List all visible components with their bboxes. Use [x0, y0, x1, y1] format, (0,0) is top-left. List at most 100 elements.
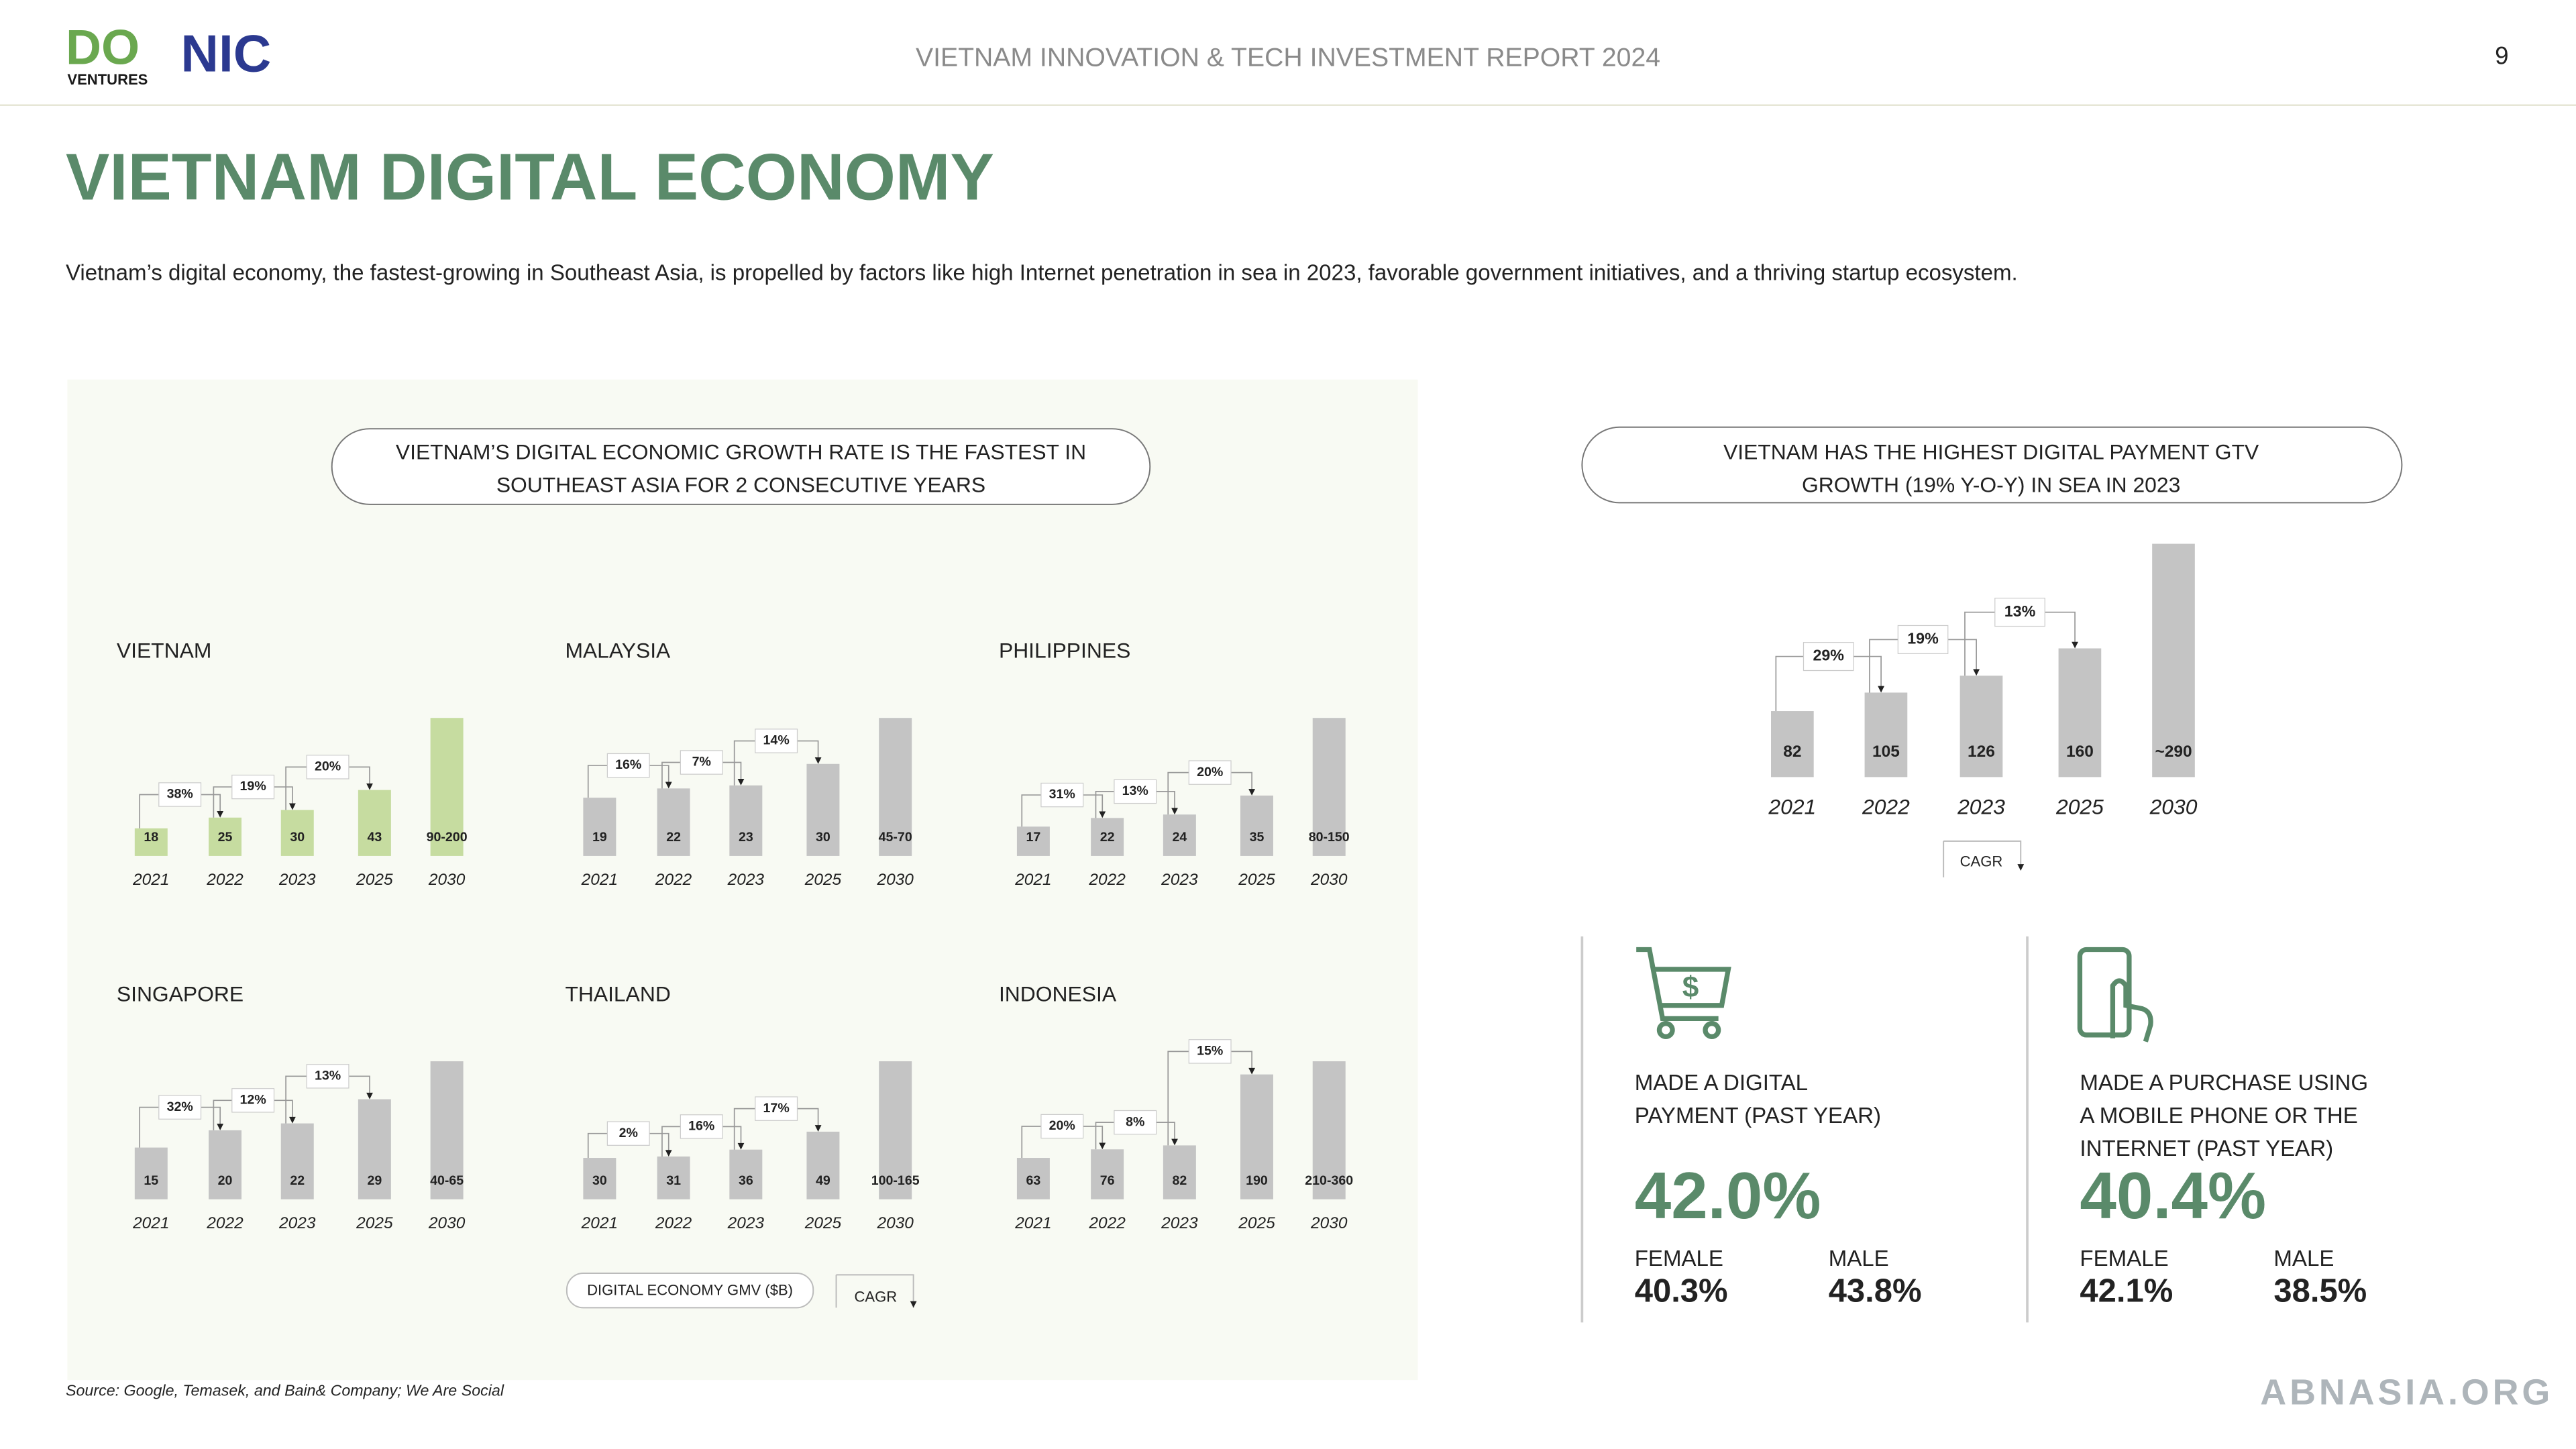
value-label: 90-200	[427, 830, 468, 845]
x-tick-label: 2021	[1014, 871, 1051, 889]
payment-heading-box	[1581, 426, 2403, 504]
bar	[280, 1123, 314, 1199]
bar	[209, 817, 241, 856]
cagr-label-box	[1040, 1114, 1084, 1139]
cagr-arrow	[1099, 1142, 1106, 1150]
cagr-legend-box	[1943, 840, 2022, 877]
cagr-label-box	[1114, 779, 1157, 804]
x-tick-label: 2022	[206, 871, 244, 889]
page-number: 9	[2495, 42, 2508, 69]
x-tick-label: 2025	[1238, 1214, 1275, 1232]
x-tick-label: 2021	[132, 871, 169, 889]
description: Vietnam’s digital economy, the fastest-g…	[66, 261, 2018, 286]
x-tick-label: 2025	[356, 1214, 393, 1232]
cagr-label: 31%	[1049, 787, 1075, 802]
cagr-label: 13%	[1122, 784, 1148, 798]
value-label: 210-360	[1305, 1173, 1353, 1188]
x-tick-label: 2021	[581, 871, 618, 889]
x-tick-label: 2022	[1088, 1214, 1126, 1232]
cagr-label-box	[1994, 598, 2045, 627]
x-tick-label: 2023	[1161, 1214, 1198, 1232]
value-label: 76	[1100, 1173, 1115, 1188]
bar	[657, 788, 690, 856]
cagr-arrow	[1171, 808, 1178, 815]
value-label: 36	[739, 1173, 753, 1188]
value-label: 105	[1872, 743, 1900, 761]
cagr-label-box	[231, 774, 275, 800]
value-label: 82	[1783, 743, 1801, 761]
bar	[657, 1156, 690, 1199]
x-tick-label: 2022	[206, 1214, 244, 1232]
x-tick-label: 2022	[1088, 871, 1126, 889]
cagr-label: 29%	[1813, 647, 1844, 664]
x-tick-label: 2023	[278, 1214, 316, 1232]
value-label: 24	[1172, 830, 1187, 845]
cagr-label-box	[1897, 625, 1949, 654]
cagr-label: 8%	[1126, 1114, 1144, 1129]
cagr-arrow	[665, 782, 672, 789]
x-tick-label: 2025	[356, 871, 393, 889]
bar	[2152, 543, 2195, 777]
value-label: 30	[816, 830, 830, 845]
bar	[358, 1099, 391, 1199]
x-tick-label: 2030	[428, 871, 466, 889]
cagr-arrow	[737, 1142, 745, 1150]
stat-label: MADE A PURCHASE USING	[2080, 1071, 2368, 1095]
chart-title: PHILIPPINES	[999, 639, 1130, 663]
value-label: 82	[1172, 1173, 1187, 1188]
bar	[1240, 1074, 1273, 1199]
bar	[1864, 692, 1908, 777]
value-label: 45-70	[879, 830, 912, 845]
cagr-label-box	[606, 1121, 650, 1146]
panel	[67, 379, 1418, 1381]
source: Source: Google, Temasek, and Bain& Compa…	[66, 1381, 504, 1399]
bar	[1312, 1061, 1346, 1199]
chart-title: INDONESIA	[999, 981, 1117, 1006]
cagr-label: 17%	[763, 1101, 790, 1116]
cagr-arrow	[1099, 811, 1106, 818]
legend-gmv: DIGITAL ECONOMY GMV ($B)	[587, 1282, 793, 1299]
x-tick-label: 2021	[581, 1214, 618, 1232]
bar	[1016, 826, 1050, 856]
value-label: 29	[367, 1173, 382, 1188]
bar	[879, 718, 912, 856]
bar	[806, 763, 840, 856]
phone-icon	[2077, 947, 2153, 1042]
legend-cagr-box	[835, 1274, 914, 1308]
logo-partner: NIC	[180, 23, 271, 83]
svg-text:$: $	[1682, 971, 1699, 1004]
bar	[1960, 676, 2003, 777]
bar	[134, 828, 168, 856]
cagr-legend: CAGR	[1960, 853, 2003, 870]
stat-female-label: FEMALE	[2080, 1246, 2168, 1271]
value-label: 80-150	[1309, 830, 1350, 845]
legend-cagr: CAGR	[854, 1289, 897, 1305]
cagr-label: 32%	[167, 1099, 193, 1114]
cagr-arrow	[289, 1116, 296, 1124]
cagr-arrow	[217, 1124, 224, 1130]
cagr-label: 19%	[240, 779, 266, 794]
chart-title: VIETNAM HAS THE HIGHEST DIGITAL PAYMENT …	[1723, 439, 2259, 464]
stat-male-label: MALE	[1829, 1246, 1889, 1271]
legend-cagr-arrow	[910, 1301, 917, 1308]
cagr-label: 2%	[619, 1126, 638, 1140]
chart-title: THAILAND	[565, 981, 670, 1006]
value-label: 19	[592, 830, 607, 845]
x-tick-label: 2021	[132, 1214, 169, 1232]
cart-icon: $	[1636, 947, 1731, 1039]
value-label: 190	[1246, 1173, 1268, 1188]
stat-value: 42.0%	[1635, 1159, 1821, 1232]
stat-value: 40.4%	[2080, 1159, 2266, 1232]
bar	[209, 1130, 241, 1199]
cagr-label: 16%	[688, 1119, 714, 1134]
value-label: 126	[1968, 743, 1995, 761]
stat-label: PAYMENT (PAST YEAR)	[1635, 1104, 1881, 1128]
page-title: VIETNAM DIGITAL ECONOMY	[66, 140, 994, 214]
cagr-label: 38%	[167, 787, 193, 802]
x-tick-label: 2030	[1310, 1214, 1348, 1232]
value-label: 22	[666, 830, 681, 845]
cagr-arrow	[366, 1092, 373, 1099]
cagr-label-box	[306, 1064, 350, 1089]
bar	[430, 1061, 464, 1199]
